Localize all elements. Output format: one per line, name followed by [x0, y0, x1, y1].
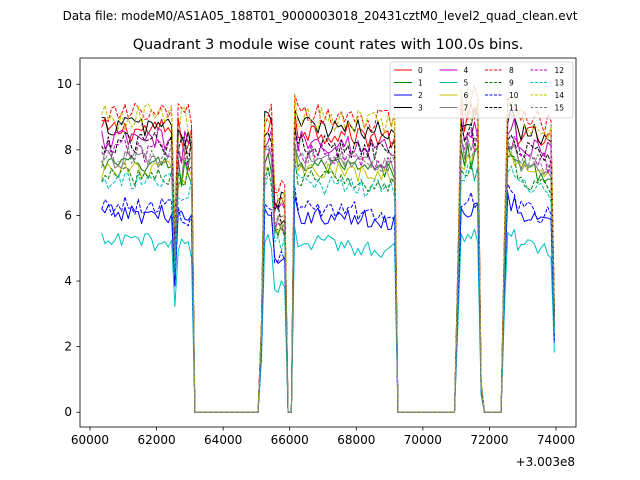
y-tick-label: 0	[64, 405, 72, 419]
legend-label-6: 6	[464, 91, 469, 100]
legend-label-0: 0	[418, 66, 423, 75]
x-tick-label: 72000	[470, 433, 508, 447]
y-tick-label: 10	[57, 77, 72, 91]
legend-label-4: 4	[464, 66, 469, 75]
chart-title: Quadrant 3 module wise count rates with …	[133, 37, 524, 53]
legend-label-8: 8	[509, 66, 514, 75]
figure-supertitle: Data file: modeM0/AS1A05_188T01_90000030…	[63, 9, 578, 23]
x-tick-label: 74000	[537, 433, 575, 447]
legend-label-10: 10	[509, 91, 519, 100]
series-line-13	[101, 161, 555, 413]
y-axis: 0 2 4 6 8 10	[57, 77, 80, 419]
x-tick-label: 60000	[71, 433, 109, 447]
legend-label-15: 15	[555, 104, 565, 113]
x-tick-label: 64000	[204, 433, 242, 447]
x-tick-label: 62000	[137, 433, 175, 447]
series-line-8	[101, 85, 555, 413]
legend-label-2: 2	[418, 91, 423, 100]
legend-label-11: 11	[509, 104, 519, 113]
x-tick-label: 66000	[271, 433, 309, 447]
legend-label-3: 3	[418, 104, 423, 113]
series-line-15	[101, 138, 555, 413]
legend-label-7: 7	[464, 104, 469, 113]
y-tick-label: 8	[64, 143, 72, 157]
axes-frame	[79, 57, 577, 428]
legend-box	[389, 61, 574, 119]
x-offset-label: +3.003e8	[516, 455, 575, 469]
legend-label-14: 14	[555, 91, 565, 100]
legend-label-5: 5	[464, 79, 469, 88]
legend-label-13: 13	[555, 79, 565, 88]
legend-label-12: 12	[555, 66, 565, 75]
x-tick-label: 68000	[337, 433, 375, 447]
series-layer	[101, 85, 555, 413]
legend-label-1: 1	[418, 79, 423, 88]
x-tick-label: 70000	[404, 433, 442, 447]
y-tick-label: 2	[64, 340, 72, 354]
y-tick-label: 4	[64, 274, 72, 288]
y-tick-label: 6	[64, 208, 72, 222]
legend-label-9: 9	[509, 79, 514, 88]
x-axis: 60000 62000 64000 66000 68000 70000 72000 74000	[71, 427, 575, 447]
